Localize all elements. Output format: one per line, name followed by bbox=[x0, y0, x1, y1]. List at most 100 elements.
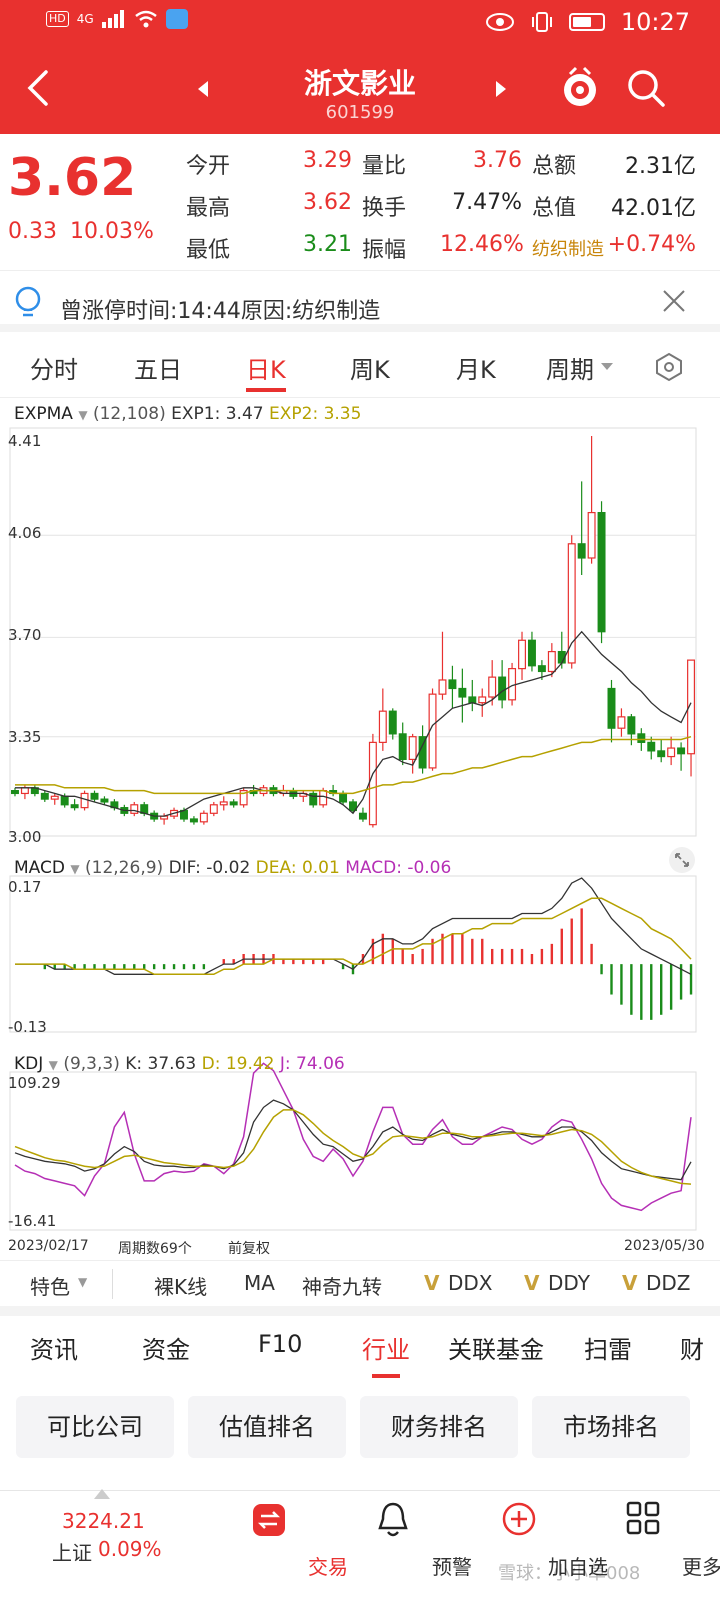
section-gap bbox=[0, 1306, 720, 1316]
quote-label: 量比 bbox=[362, 154, 407, 179]
stock-name: 浙文影业 bbox=[303, 67, 416, 100]
alert-label: 预警 bbox=[432, 1555, 472, 1579]
kline-chart[interactable] bbox=[0, 0, 720, 1260]
tab-related-funds[interactable]: 关联基金 bbox=[448, 1336, 544, 1364]
tab-period[interactable]: 周期 bbox=[546, 356, 594, 384]
market-rank-button[interactable]: 市场排名 bbox=[532, 1396, 690, 1458]
candle-body bbox=[10, 790, 19, 795]
dropdown-icon[interactable]: ▼ bbox=[70, 862, 80, 876]
expma-title: EXPMA ▼ (12,108) EXP1: 3.47 EXP2: 3.35 bbox=[14, 404, 361, 424]
prev-stock-icon[interactable] bbox=[196, 80, 210, 98]
adjust-mode[interactable]: 前复权 bbox=[228, 1241, 270, 1257]
kdj-name[interactable]: KDJ bbox=[14, 1054, 44, 1074]
chevron-down-icon[interactable] bbox=[600, 362, 614, 372]
ma-button[interactable]: MA bbox=[244, 1271, 275, 1295]
tab-industry[interactable]: 行业 bbox=[362, 1336, 410, 1364]
candle-body bbox=[498, 676, 507, 701]
kdj-ymax: 109.29 bbox=[8, 1074, 61, 1092]
quote-value: 3.21 bbox=[303, 232, 352, 257]
ddx-button[interactable]: DDX bbox=[448, 1271, 493, 1295]
kdj-params: (9,3,3) bbox=[63, 1054, 120, 1074]
indicator-toolbar: 特色 ▼ 裸K线 MA 神奇九转 V DDX V DDY V DDZ bbox=[0, 1260, 720, 1308]
candle-body bbox=[319, 790, 328, 806]
quote-label: 纺织制造 bbox=[532, 239, 604, 260]
period-tabs: 分时 五日 日K 周K 月K 周期 bbox=[0, 340, 720, 398]
dropdown-icon[interactable]: ▼ bbox=[78, 408, 88, 422]
tab-intraday[interactable]: 分时 bbox=[30, 356, 78, 384]
k-value: K: 37.63 bbox=[125, 1054, 197, 1074]
close-icon[interactable] bbox=[662, 289, 686, 313]
tab-finance[interactable]: 财 bbox=[680, 1336, 704, 1364]
dea-value: DEA: 0.01 bbox=[255, 858, 340, 878]
up-arrow-icon bbox=[94, 1489, 110, 1499]
tab-funds[interactable]: 资金 bbox=[142, 1336, 190, 1364]
limit-up-notice: 曾涨停时间:14:44原因:纺织制造 bbox=[0, 270, 720, 332]
battery-icon bbox=[568, 13, 605, 31]
comparable-companies-button[interactable]: 可比公司 bbox=[16, 1396, 174, 1458]
candle-body bbox=[229, 801, 238, 806]
grid-icon bbox=[626, 1501, 660, 1535]
back-icon[interactable] bbox=[24, 68, 52, 108]
candle-body bbox=[80, 792, 89, 809]
wifi-icon bbox=[134, 10, 157, 28]
td-sequential-button[interactable]: 神奇九转 bbox=[302, 1275, 382, 1299]
dif-value: DIF: -0.02 bbox=[168, 858, 251, 878]
eye-icon bbox=[485, 13, 514, 31]
financial-rank-button[interactable]: 财务排名 bbox=[360, 1396, 518, 1458]
candle-body bbox=[537, 665, 546, 673]
quote-value: 12.46% bbox=[440, 232, 524, 257]
current-price: 3.62 bbox=[8, 148, 137, 208]
macd-ymax: 0.17 bbox=[8, 878, 42, 896]
valuation-rank-button[interactable]: 估值排名 bbox=[188, 1396, 346, 1458]
candle-body bbox=[587, 511, 596, 559]
macd-name[interactable]: MACD bbox=[14, 858, 65, 878]
special-button[interactable]: 特色 bbox=[30, 1275, 70, 1299]
dropdown-icon[interactable]: ▼ bbox=[48, 1058, 58, 1072]
mascot-icon[interactable] bbox=[558, 64, 602, 110]
add-watchlist-label: 加自选 bbox=[548, 1555, 608, 1579]
search-icon[interactable] bbox=[626, 68, 666, 108]
settings-hex-icon[interactable] bbox=[654, 352, 684, 382]
candle-body bbox=[70, 804, 79, 809]
add-circle-icon bbox=[502, 1502, 536, 1536]
quote-label: 今开 bbox=[186, 154, 231, 179]
exp2-line bbox=[15, 735, 692, 795]
more-label: 更多 bbox=[682, 1555, 720, 1579]
candle-body bbox=[617, 716, 626, 729]
stock-code: 601599 bbox=[325, 102, 395, 123]
expma-name[interactable]: EXPMA bbox=[14, 404, 73, 424]
ddz-button[interactable]: DDZ bbox=[646, 1271, 691, 1295]
naked-k-button[interactable]: 裸K线 bbox=[154, 1275, 208, 1299]
tab-weekly-k[interactable]: 周K bbox=[350, 356, 390, 384]
ddy-button[interactable]: DDY bbox=[548, 1271, 590, 1295]
tab-five-day[interactable]: 五日 bbox=[134, 356, 182, 384]
candle-body bbox=[60, 795, 69, 806]
weather-icon bbox=[165, 9, 188, 29]
tab-news[interactable]: 资讯 bbox=[30, 1336, 78, 1364]
quote-label: 最低 bbox=[186, 238, 231, 263]
quote-value: 3.76 bbox=[473, 148, 522, 173]
chevron-down-icon[interactable]: ▼ bbox=[78, 1275, 88, 1289]
candle-body bbox=[339, 792, 348, 803]
candle-body bbox=[388, 710, 397, 735]
tab-monthly-k[interactable]: 月K bbox=[456, 356, 496, 384]
bottom-bar: 3224.21 上证 0.09% 交易 预警 加自选 更多 雪球：小小草008 bbox=[0, 1489, 720, 1600]
trade-label: 交易 bbox=[308, 1555, 348, 1579]
candle-body bbox=[597, 511, 606, 633]
candle-body bbox=[130, 804, 139, 814]
tab-risk-scan[interactable]: 扫雷 bbox=[584, 1336, 632, 1364]
macd-params: (12,26,9) bbox=[85, 858, 164, 878]
candle-body bbox=[368, 741, 377, 826]
candle-body bbox=[468, 696, 477, 704]
expand-icon[interactable] bbox=[668, 846, 696, 874]
k-line bbox=[14, 1099, 692, 1181]
next-stock-icon[interactable] bbox=[494, 80, 508, 98]
candle-body bbox=[349, 801, 357, 812]
price-change: 0.33 bbox=[8, 219, 57, 244]
quote-value: 7.47% bbox=[452, 190, 522, 215]
tab-daily-k[interactable]: 日K bbox=[246, 356, 286, 384]
candle-body bbox=[100, 798, 109, 803]
exp1-value: EXP1: 3.47 bbox=[171, 404, 264, 424]
index-widget[interactable]: 3224.21 上证 0.09% bbox=[0, 1489, 200, 1600]
tab-f10[interactable]: F10 bbox=[258, 1330, 303, 1358]
